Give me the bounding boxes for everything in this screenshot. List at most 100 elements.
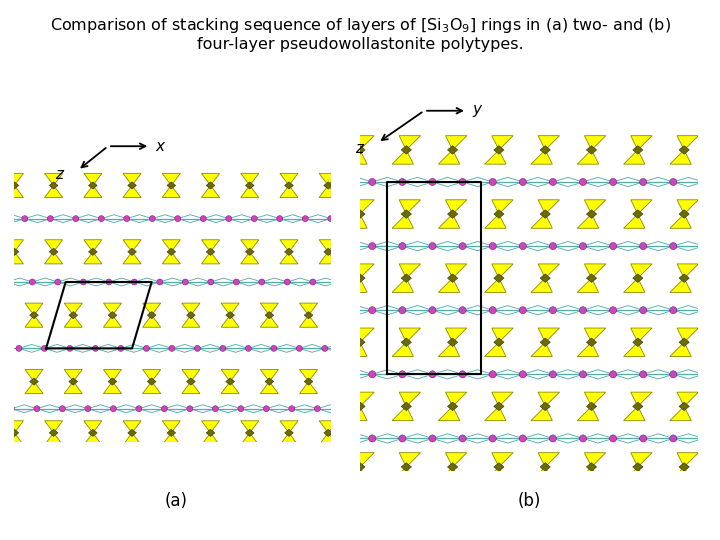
Circle shape — [369, 307, 376, 314]
Polygon shape — [679, 463, 689, 471]
Polygon shape — [448, 274, 458, 282]
Polygon shape — [577, 467, 598, 481]
Polygon shape — [221, 315, 239, 327]
Polygon shape — [84, 252, 102, 264]
Polygon shape — [624, 278, 645, 292]
Circle shape — [208, 279, 214, 285]
Polygon shape — [438, 342, 460, 356]
Polygon shape — [485, 278, 506, 292]
Polygon shape — [494, 338, 504, 347]
Polygon shape — [30, 378, 38, 385]
Polygon shape — [45, 252, 63, 264]
Polygon shape — [355, 146, 365, 154]
Polygon shape — [300, 369, 318, 382]
Polygon shape — [392, 150, 413, 164]
Polygon shape — [69, 312, 78, 319]
Polygon shape — [300, 278, 321, 292]
Circle shape — [338, 178, 346, 186]
Polygon shape — [716, 407, 720, 421]
Circle shape — [297, 346, 302, 352]
Polygon shape — [586, 338, 597, 347]
Circle shape — [519, 178, 526, 186]
Polygon shape — [485, 342, 506, 356]
Polygon shape — [392, 467, 413, 481]
Polygon shape — [585, 453, 606, 467]
Polygon shape — [446, 200, 467, 214]
Circle shape — [233, 279, 239, 285]
Polygon shape — [319, 252, 337, 264]
Polygon shape — [346, 407, 367, 421]
Circle shape — [459, 307, 466, 314]
Polygon shape — [182, 382, 200, 394]
Polygon shape — [0, 315, 4, 327]
Circle shape — [610, 242, 616, 249]
Polygon shape — [679, 402, 689, 410]
Polygon shape — [280, 252, 298, 264]
Polygon shape — [670, 150, 691, 164]
Circle shape — [639, 242, 647, 249]
Polygon shape — [280, 240, 298, 252]
Polygon shape — [485, 214, 506, 228]
Polygon shape — [162, 433, 180, 445]
Polygon shape — [531, 278, 552, 292]
Polygon shape — [45, 173, 63, 185]
Polygon shape — [5, 421, 24, 433]
Polygon shape — [25, 369, 43, 382]
Polygon shape — [265, 312, 274, 319]
Polygon shape — [670, 467, 691, 481]
Circle shape — [429, 307, 436, 314]
Polygon shape — [167, 429, 176, 436]
Polygon shape — [531, 342, 552, 356]
Polygon shape — [123, 252, 141, 264]
Polygon shape — [309, 463, 319, 471]
Polygon shape — [226, 378, 235, 385]
Polygon shape — [104, 303, 122, 315]
Polygon shape — [10, 182, 19, 189]
Polygon shape — [346, 214, 367, 228]
Polygon shape — [221, 382, 239, 394]
Polygon shape — [586, 463, 597, 471]
Polygon shape — [240, 421, 258, 433]
Circle shape — [399, 371, 406, 378]
Polygon shape — [540, 210, 550, 218]
Circle shape — [289, 406, 295, 411]
Polygon shape — [261, 369, 279, 382]
Circle shape — [212, 406, 218, 411]
Circle shape — [4, 279, 10, 285]
Polygon shape — [538, 136, 559, 150]
Polygon shape — [438, 467, 460, 481]
Polygon shape — [143, 382, 161, 394]
Polygon shape — [123, 173, 141, 185]
Polygon shape — [633, 338, 643, 347]
Circle shape — [226, 215, 232, 221]
Circle shape — [194, 346, 200, 352]
Circle shape — [489, 435, 496, 442]
Polygon shape — [585, 328, 606, 342]
Polygon shape — [446, 136, 467, 150]
Polygon shape — [307, 200, 328, 214]
Polygon shape — [448, 463, 458, 471]
Polygon shape — [531, 407, 552, 421]
Polygon shape — [392, 214, 413, 228]
Circle shape — [639, 307, 647, 314]
Polygon shape — [631, 264, 652, 278]
Polygon shape — [399, 453, 420, 467]
Polygon shape — [633, 274, 643, 282]
Polygon shape — [300, 303, 318, 315]
Polygon shape — [346, 342, 367, 356]
Polygon shape — [45, 240, 63, 252]
Polygon shape — [319, 240, 337, 252]
Polygon shape — [69, 378, 78, 385]
Polygon shape — [670, 278, 691, 292]
Polygon shape — [45, 421, 63, 433]
Polygon shape — [624, 150, 645, 164]
Polygon shape — [355, 463, 365, 471]
Polygon shape — [494, 463, 504, 471]
Circle shape — [302, 215, 308, 221]
Polygon shape — [346, 278, 367, 292]
Circle shape — [399, 307, 406, 314]
Polygon shape — [677, 264, 698, 278]
Circle shape — [639, 371, 647, 378]
Circle shape — [610, 178, 616, 186]
Polygon shape — [670, 214, 691, 228]
